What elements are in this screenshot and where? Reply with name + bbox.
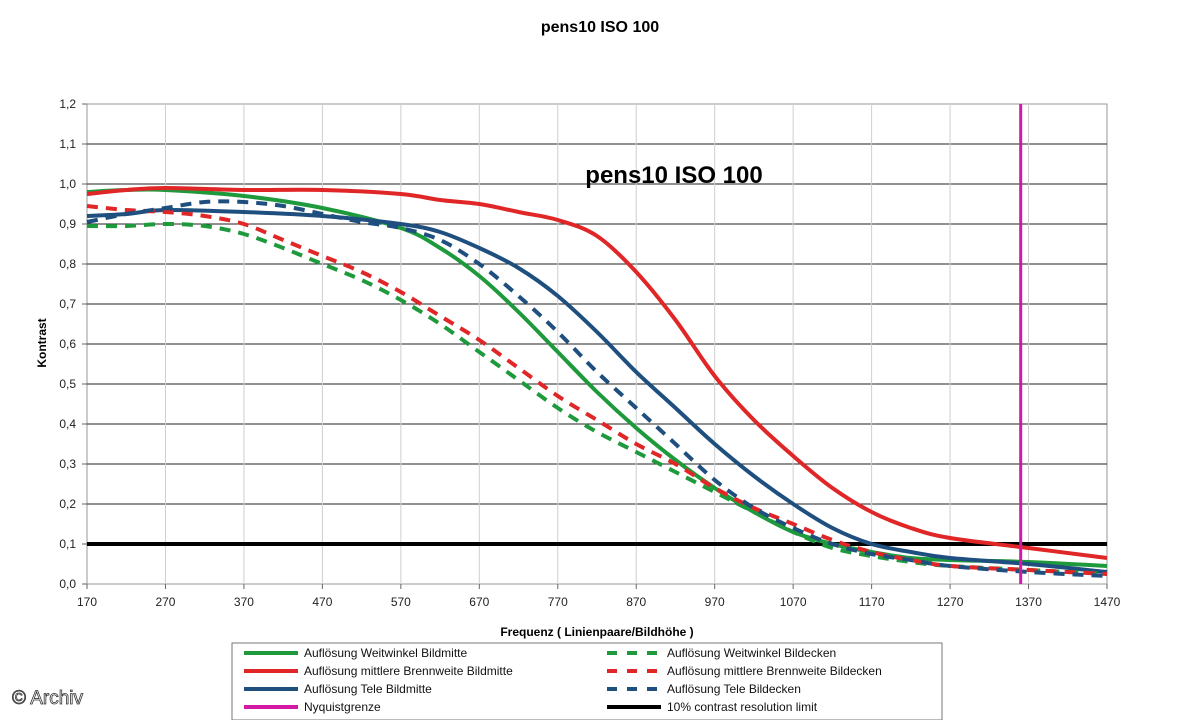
legend-box bbox=[231, 642, 943, 720]
y-tick-label: 0,8 bbox=[59, 257, 76, 271]
y-tick-label: 1,0 bbox=[59, 177, 76, 191]
x-tick-label: 670 bbox=[469, 595, 489, 609]
series-line-4 bbox=[86, 222, 1108, 576]
legend-label: Nyquistgrenze bbox=[304, 700, 381, 714]
x-tick-label: 1270 bbox=[937, 595, 964, 609]
x-tick-label: 1370 bbox=[1015, 595, 1042, 609]
series-line-3 bbox=[86, 207, 1108, 574]
x-tick-label: 170 bbox=[77, 595, 97, 609]
chart-title: pens10 ISO 100 bbox=[541, 19, 659, 36]
series-line-2 bbox=[86, 186, 1108, 560]
legend-label: Auflösung Weitwinkel Bildmitte bbox=[304, 646, 468, 660]
watermark: © Archiv bbox=[12, 688, 84, 709]
x-axis-label: Frequenz ( Linienpaare/Bildhöhe ) bbox=[500, 625, 693, 639]
x-tick-label: 1070 bbox=[780, 595, 807, 609]
legend-label: Auflösung Tele Bildecken bbox=[667, 682, 801, 696]
y-tick-label: 0,7 bbox=[59, 297, 76, 311]
x-tick-label: 770 bbox=[548, 595, 568, 609]
series-line-6 bbox=[86, 199, 1108, 578]
x-tick-label: 870 bbox=[626, 595, 646, 609]
x-tick-label: 470 bbox=[312, 595, 332, 609]
x-tick-label: 1170 bbox=[859, 595, 885, 609]
inner-title: pens10 ISO 100 bbox=[585, 162, 762, 189]
y-tick-label: 0,4 bbox=[59, 417, 76, 431]
y-tick-label: 0,6 bbox=[59, 337, 76, 351]
y-tick-label: 0,5 bbox=[59, 377, 76, 391]
x-tick-label: 970 bbox=[705, 595, 725, 609]
y-tick-label: 1,1 bbox=[59, 137, 76, 151]
x-tick-label: 570 bbox=[391, 595, 411, 609]
y-tick-label: 0,0 bbox=[59, 577, 76, 591]
legend-label: Auflösung Weitwinkel Bildecken bbox=[667, 646, 836, 660]
x-tick-label: 1470 bbox=[1094, 595, 1121, 609]
y-tick-label: 0,1 bbox=[59, 537, 76, 551]
y-axis-label: Kontrast bbox=[35, 318, 49, 367]
legend-label: Auflösung Tele Bildmitte bbox=[304, 682, 432, 696]
y-tick-label: 0,9 bbox=[59, 217, 76, 231]
legend-label: Auflösung mittlere Brennweite Bildecken bbox=[667, 664, 882, 678]
y-tick-label: 0,2 bbox=[59, 497, 76, 511]
series-line-5 bbox=[86, 204, 1108, 576]
series-layer bbox=[86, 104, 1108, 584]
x-tick-label: 270 bbox=[155, 595, 175, 609]
axis-layer: 0,0 0,1 0,2 0,3 0,4 0,5 0,6 0,7 0,8 0,9 1,0 1,1 1,2 1… bbox=[59, 97, 1120, 609]
legend: Auflösung Weitwinkel Bildmitte Auflösung … bbox=[231, 642, 943, 720]
legend-label: 10% contrast resolution limit bbox=[667, 700, 818, 714]
y-tick-label: 1,2 bbox=[59, 97, 76, 111]
y-tick-label: 0,3 bbox=[59, 457, 76, 471]
grid-layer bbox=[86, 103, 1108, 585]
x-tick-label: 370 bbox=[234, 595, 254, 609]
legend-label: Auflösung mittlere Brennweite Bildmitte bbox=[304, 664, 513, 678]
